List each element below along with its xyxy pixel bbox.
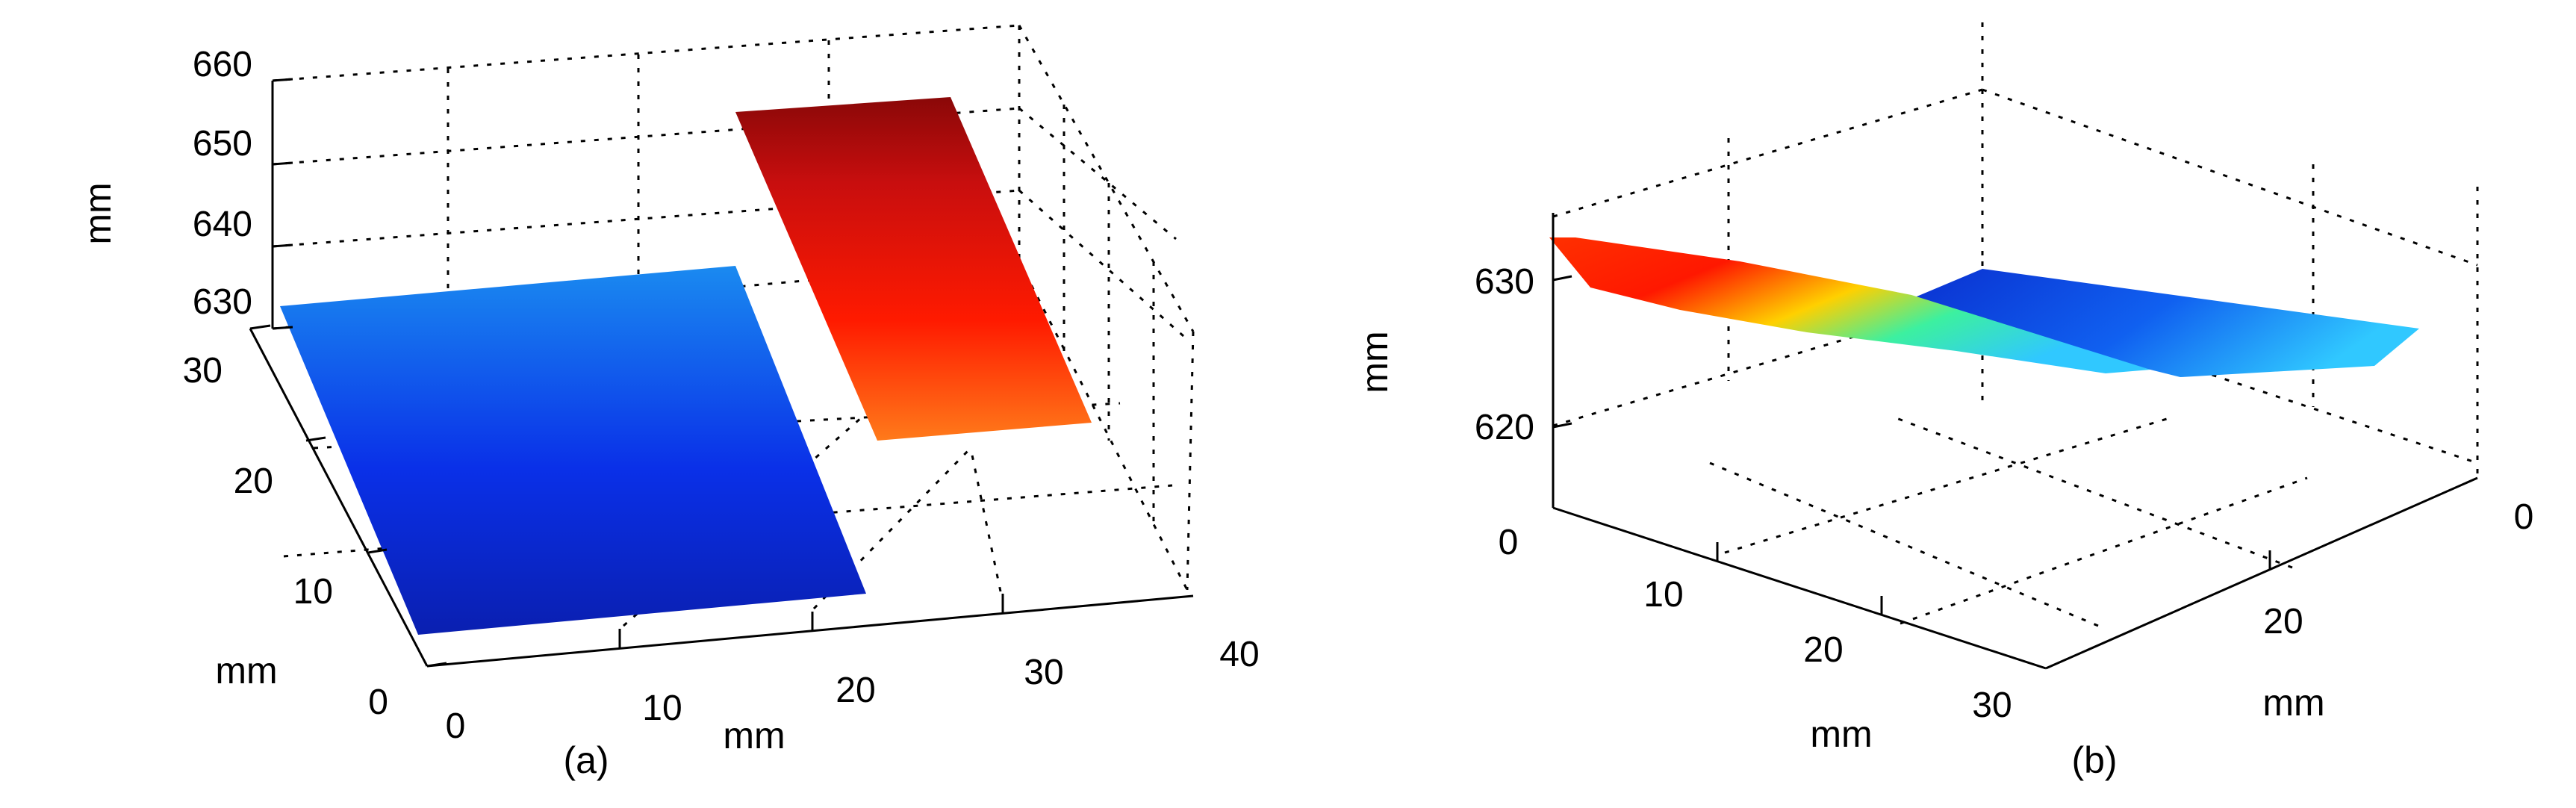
panel-a-y-axis-line	[249, 328, 429, 667]
panel-a-y-tick-20: 20	[234, 462, 273, 501]
panel-a-x-tick-40: 40	[1219, 635, 1259, 674]
panel-a-surface-blue	[280, 266, 866, 635]
panel-a-y-tick-30: 30	[183, 351, 223, 391]
panel-b-y-tick-0: 0	[2514, 497, 2534, 537]
panel-a-surface-red	[735, 97, 1092, 441]
panel-b-z-ticks: 630 620	[1475, 262, 1572, 447]
panel-a-x-label: mm	[723, 715, 785, 756]
panel-b-y-ticks: 20 0	[2263, 497, 2533, 641]
panel-a-label: (a)	[563, 739, 609, 781]
panel-a-z-label: mm	[77, 182, 119, 244]
panel-b-y-axis-line	[2045, 476, 2478, 670]
panel-a: 660 650 640 630 mm 30 20 10 0 mm 0 10 20…	[77, 24, 1260, 781]
panel-b-x-tick-30: 30	[1972, 686, 2012, 725]
panel-b-z-tick-620: 620	[1475, 408, 1534, 447]
panel-a-x-tick-10: 10	[642, 689, 682, 728]
panel-a-y-tick-0: 0	[368, 683, 388, 722]
panel-b-y-label: mm	[2262, 682, 2324, 724]
panel-b-z-label: mm	[1354, 331, 1396, 393]
panel-b-z-tick-630: 630	[1475, 262, 1534, 302]
panel-a-z-tick-640: 640	[193, 205, 252, 244]
panel-b-label: (b)	[2071, 739, 2117, 781]
panel-b-x-label: mm	[1810, 713, 1872, 755]
panel-b-surface-back	[1911, 269, 2419, 377]
panel-b-x-tick-20: 20	[1803, 630, 1843, 670]
panel-a-x-axis-line	[426, 594, 1194, 668]
panel-b: 630 620 mm 0 10 20 30 mm 20 0 mm (b)	[1354, 22, 2533, 781]
panel-b-x-tick-10: 10	[1643, 575, 1683, 615]
panel-a-x-tick-30: 30	[1024, 653, 1063, 692]
panel-a-x-ticks: 0 10 20 30 40	[446, 594, 1260, 746]
panel-a-z-tick-660: 660	[193, 45, 252, 84]
panel-a-x-tick-0: 0	[446, 706, 466, 746]
panel-a-y-tick-10: 10	[293, 572, 333, 612]
panel-b-x-axis-line	[1552, 506, 2047, 670]
panel-b-y-tick-20: 20	[2263, 602, 2303, 641]
panel-a-z-tick-650: 650	[193, 124, 252, 164]
panel-a-y-ticks: 30 20 10 0	[183, 324, 447, 722]
panel-a-x-tick-20: 20	[836, 671, 875, 710]
panel-a-z-tick-630: 630	[193, 282, 252, 322]
panel-b-x-tick-0: 0	[1499, 523, 1519, 562]
panel-a-z-ticks: 660 650 640 630	[193, 45, 293, 330]
panel-b-box	[1552, 22, 2479, 627]
panel-b-x-ticks: 0 10 20 30	[1499, 523, 2012, 725]
panel-b-surface-front	[1549, 237, 2150, 373]
panel-a-y-label: mm	[215, 650, 277, 692]
